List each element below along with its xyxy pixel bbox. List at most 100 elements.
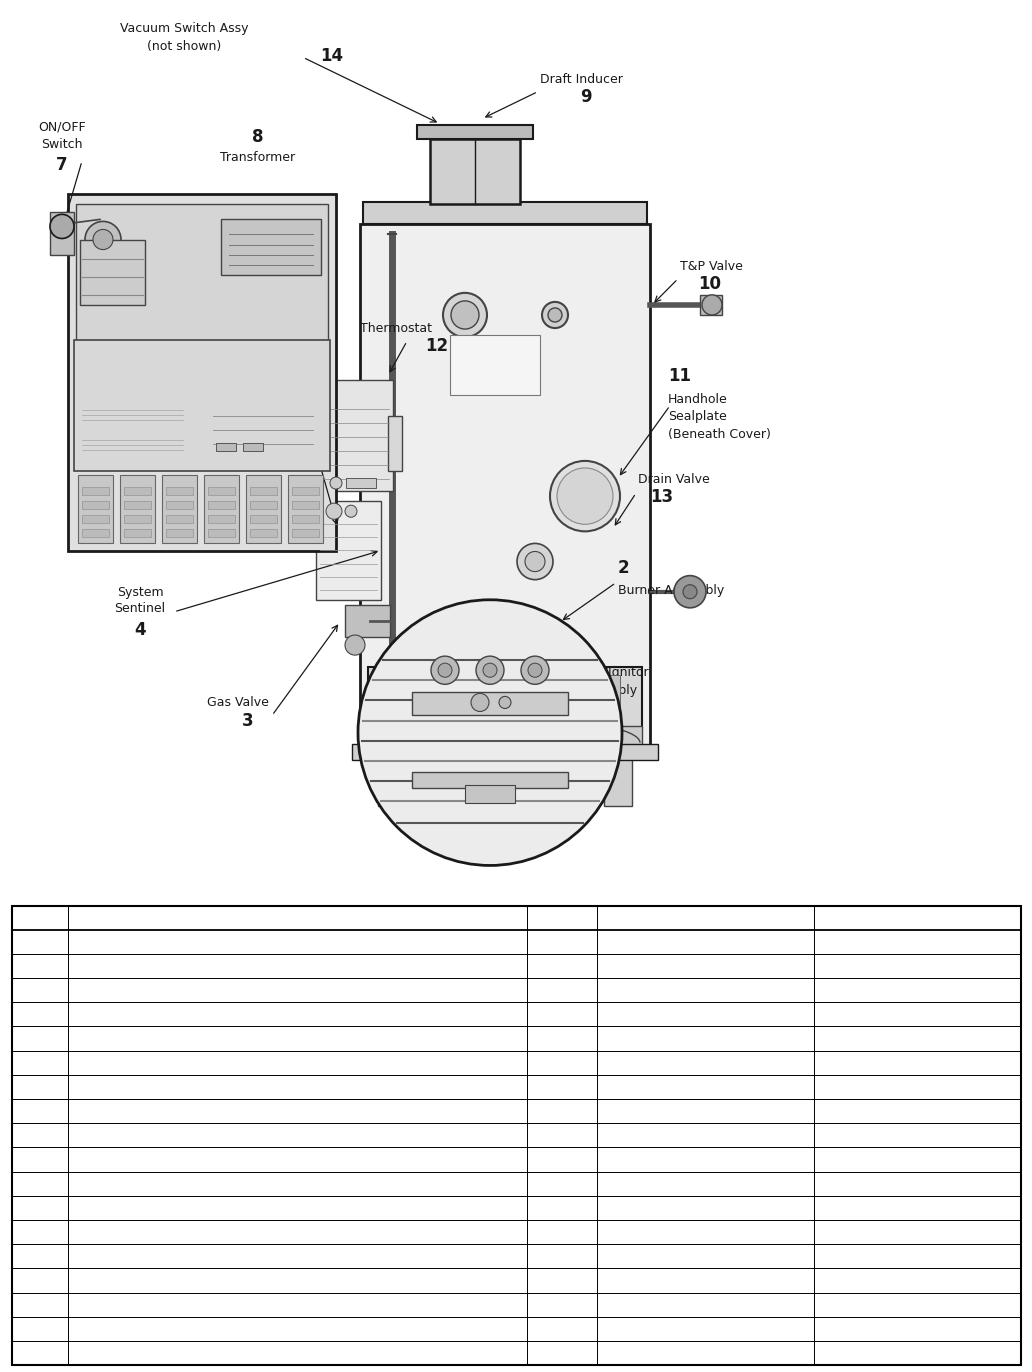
Circle shape [471,693,489,712]
Text: 10: 10 [698,274,721,292]
Circle shape [674,576,706,608]
Bar [250,516,277,523]
Circle shape [542,302,568,328]
Bar [352,744,658,760]
Bar [412,772,568,788]
Text: 7: 7 [56,156,68,174]
Bar [292,530,319,538]
Text: T&P Valve: T&P Valve [680,259,743,273]
Bar [221,220,321,274]
Bar [292,516,319,523]
Bar [124,487,151,495]
Circle shape [550,461,620,531]
Text: 6: 6 [260,247,271,265]
Text: 2: 2 [618,558,630,576]
Text: (Beneath Cover): (Beneath Cover) [668,428,771,440]
Bar [243,443,263,451]
Text: Handhole: Handhole [668,392,728,406]
Bar [462,675,494,719]
Text: Sealplate: Sealplate [668,410,727,423]
Bar [388,416,402,471]
Bar [316,501,381,600]
Bar [166,487,193,495]
Text: 5: 5 [196,414,207,432]
Text: Ignition Control: Ignition Control [198,435,294,447]
Circle shape [50,214,74,239]
Bar [82,530,109,538]
Bar [78,403,188,425]
Text: Assembly: Assembly [216,453,277,466]
Bar [50,213,74,255]
Text: 9: 9 [580,88,591,106]
Text: Assembly: Assembly [578,685,638,697]
Text: 3: 3 [243,712,254,730]
Text: Drain Valve: Drain Valve [638,473,710,486]
Text: Sentinel: Sentinel [115,602,165,615]
Bar [368,726,642,748]
Circle shape [431,656,459,685]
Text: 14: 14 [320,48,343,66]
Bar [360,225,650,757]
Bar [318,380,393,491]
Bar [78,434,188,456]
Circle shape [683,584,697,598]
Bar [363,202,647,225]
Bar [450,335,540,395]
Text: Vacuum Switch Assy: Vacuum Switch Assy [120,22,249,36]
Bar [250,501,277,509]
Bar [378,757,604,770]
Text: Draft Inducer: Draft Inducer [540,73,623,85]
Bar [346,477,376,488]
Circle shape [345,635,365,654]
Circle shape [330,477,342,488]
Circle shape [326,504,342,519]
Bar [208,501,235,509]
Text: Transformer: Transformer [221,151,295,165]
Circle shape [702,295,722,316]
Circle shape [483,663,497,678]
Text: System: System [117,586,163,598]
Text: Thermostat: Thermostat [360,322,432,335]
Circle shape [443,292,487,338]
Bar [604,757,632,807]
Bar [82,501,109,509]
Bar [216,443,236,451]
Circle shape [358,600,622,866]
Bar [250,530,277,538]
Bar [208,395,318,456]
Text: Relay: Relay [260,232,294,244]
Bar [82,487,109,495]
Circle shape [521,656,549,685]
Bar [82,516,109,523]
Bar [430,139,520,204]
Text: Switch: Switch [41,139,83,151]
Bar [166,530,193,538]
Bar [378,675,410,719]
Bar [166,501,193,509]
Bar [80,240,146,305]
Bar [292,487,319,495]
Bar [124,530,151,538]
Circle shape [525,552,545,572]
Bar [292,501,319,509]
Circle shape [345,505,357,517]
Text: 1: 1 [594,701,606,719]
Circle shape [499,697,511,708]
Bar [412,693,568,715]
Circle shape [528,663,542,678]
Bar [74,340,330,471]
Text: Pilot/Ignitor: Pilot/Ignitor [578,667,649,679]
Bar [208,516,235,523]
Text: 4: 4 [134,622,146,639]
Text: ON/OFF: ON/OFF [38,121,86,134]
Bar [120,475,155,543]
Bar [162,475,197,543]
Bar [588,675,620,719]
Bar [78,475,112,543]
Text: Control Module: Control Module [155,394,250,407]
Text: Burner Assembly: Burner Assembly [618,583,724,597]
Bar [124,516,151,523]
Bar [700,295,722,316]
Bar [465,785,515,803]
Bar [166,516,193,523]
